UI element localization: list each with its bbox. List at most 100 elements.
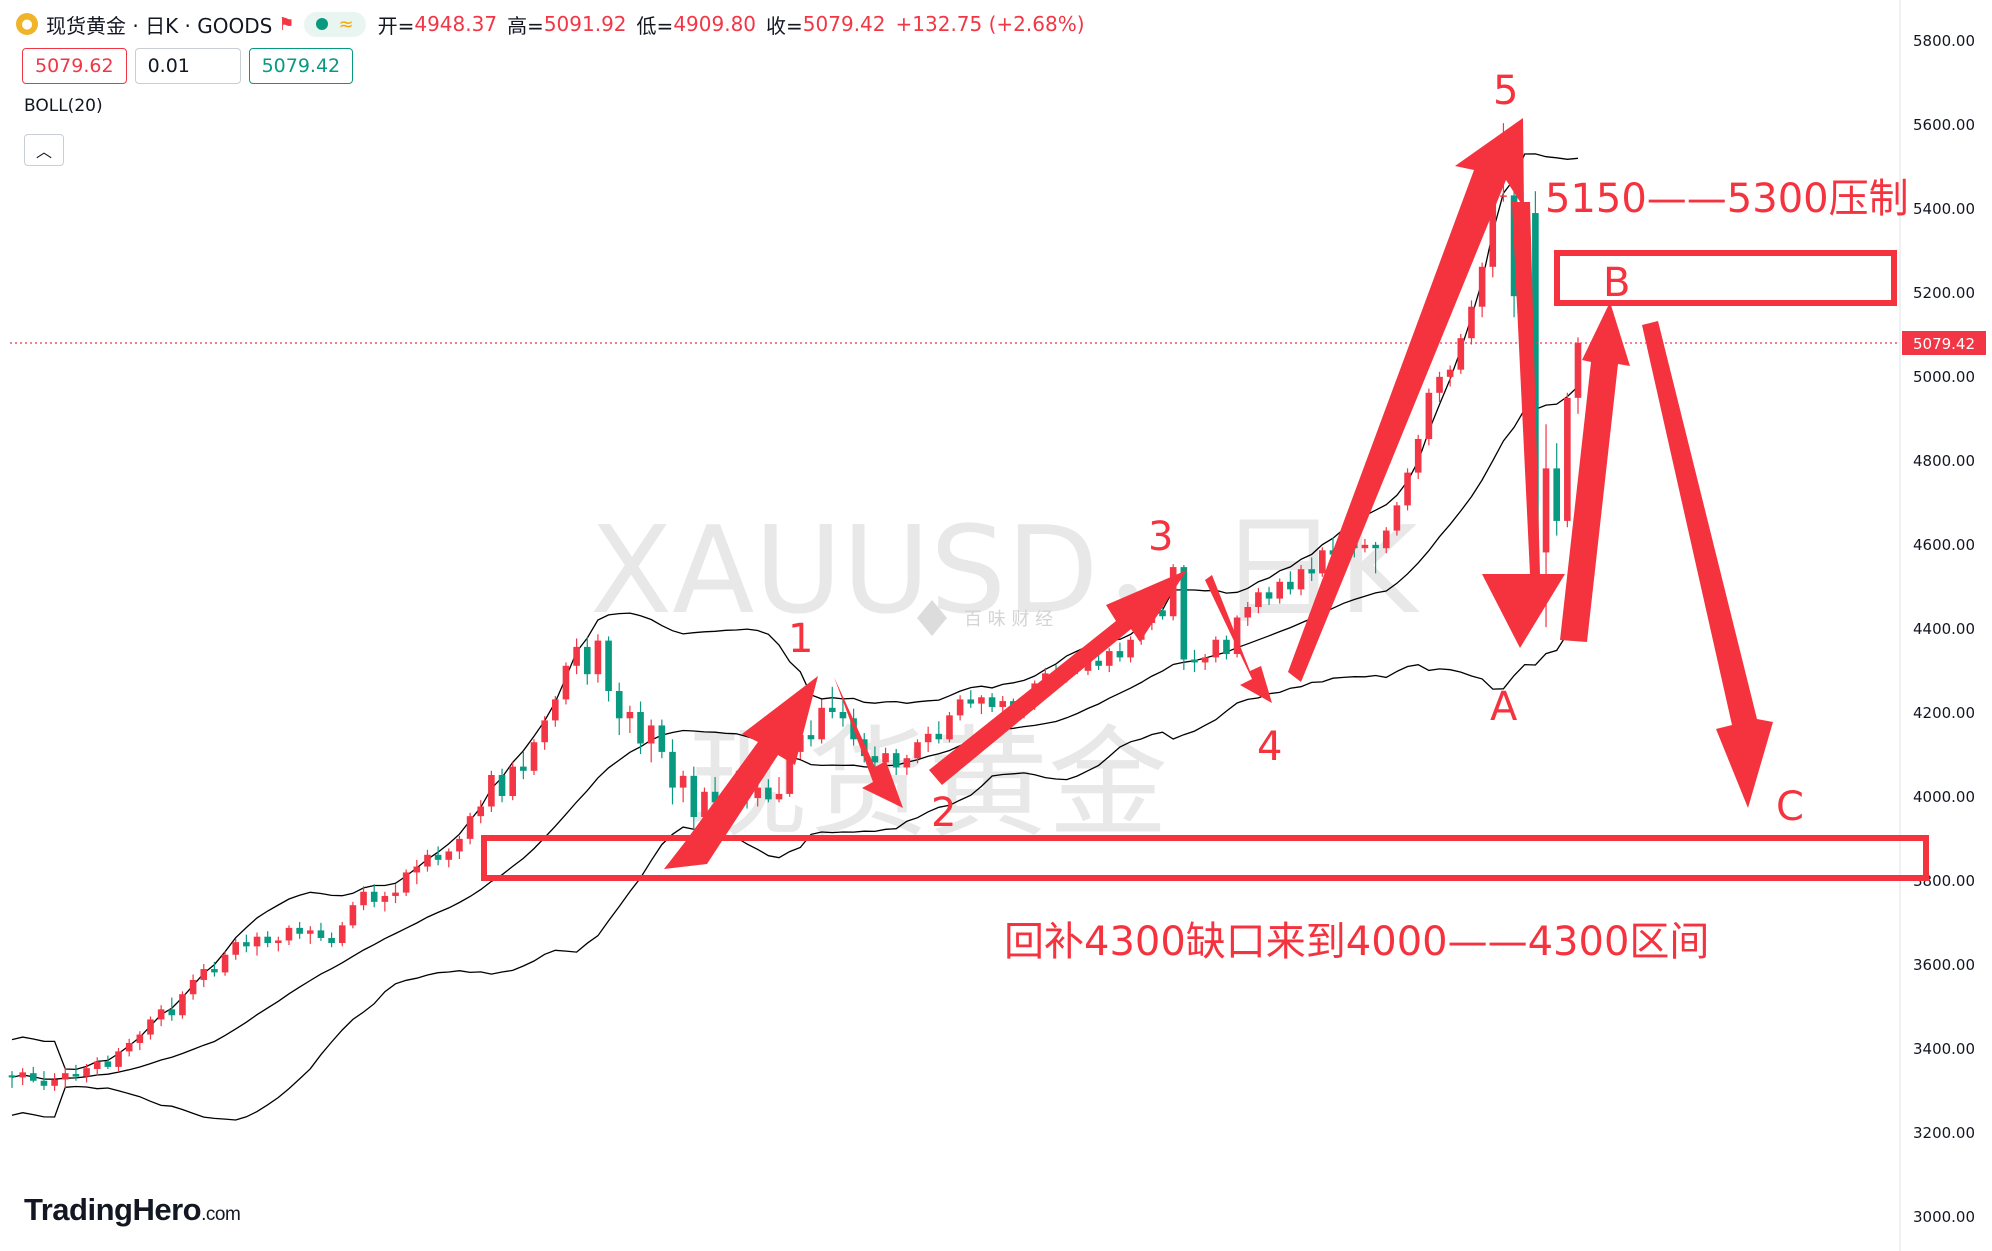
resistance-text: 5150——5300压制 [1545, 176, 1909, 222]
candle-body [1457, 338, 1465, 370]
candle-body [498, 775, 506, 796]
candle-body [1169, 567, 1177, 617]
price-tick-label: 5800.00 [1913, 32, 1975, 50]
candle-body [40, 1080, 48, 1086]
candle-body [988, 697, 996, 707]
wave-arrows [664, 118, 1773, 869]
high-label: 高= [507, 13, 544, 38]
candle-body [434, 854, 442, 860]
candle-body [1265, 592, 1273, 599]
candle-body [61, 1073, 69, 1080]
candle-body [104, 1061, 112, 1067]
candle-body [1404, 472, 1411, 506]
candle-body [211, 969, 218, 973]
price-axis[interactable]: 5800.00 5600.00 5400.00 5200.00 5000.00 4800.… [1913, 32, 1975, 1226]
candle-body [1414, 439, 1422, 473]
arrow-to-b [1560, 302, 1630, 642]
candle-body [1255, 592, 1262, 607]
candle-body [1308, 569, 1315, 574]
brand-name: TradingHero [24, 1192, 202, 1227]
candle-body [125, 1042, 133, 1052]
symbol-title[interactable]: 现货黄金 · 日K · GOODS [46, 13, 273, 38]
candle-body [807, 735, 815, 740]
sell-button[interactable]: 5079.62 [22, 48, 127, 84]
candle-body [296, 927, 303, 934]
watermark-logo: 百 味 财 经 [917, 600, 1053, 636]
candle-body [1201, 657, 1209, 663]
brand-suffix: .com [201, 1204, 241, 1225]
candle-body [999, 701, 1007, 707]
candle-body [1574, 342, 1582, 398]
candle-body [509, 766, 516, 796]
candle-body [8, 1075, 16, 1078]
candle-body [1361, 544, 1369, 549]
buy-button[interactable]: 5079.42 [248, 48, 354, 84]
candle-body [818, 707, 825, 740]
gold-coin-icon: ● [16, 13, 38, 35]
candle-body [445, 851, 453, 860]
candle-body [1319, 550, 1326, 574]
brand-logo: TradingHero.com [24, 1192, 241, 1228]
candle-body [1287, 581, 1294, 590]
candle-body [1489, 195, 1497, 267]
candle-body [338, 925, 346, 943]
candle-body [72, 1074, 80, 1077]
wave-label-1: 1 [788, 616, 813, 662]
candle-body [370, 891, 378, 902]
candle-body [541, 720, 548, 743]
symbol-header: ● 现货黄金 · 日K · GOODS ⚑ ≈ 开= 4948.37 高= 5091… [16, 8, 1095, 40]
candle-body [754, 787, 762, 799]
candle-body [914, 742, 921, 759]
market-status-pill[interactable]: ≈ [304, 11, 366, 37]
candle-body [147, 1019, 154, 1035]
candle-body [882, 753, 889, 763]
wave-label-4: 4 [1257, 724, 1282, 770]
candle-body [189, 979, 197, 995]
candle-body [871, 756, 879, 763]
price-tick-label: 3200.00 [1913, 1124, 1975, 1142]
candle-body [1244, 607, 1252, 618]
candle-body [573, 646, 580, 666]
candle-body [1297, 569, 1305, 590]
candle-body [562, 665, 570, 700]
arrow-to-a [1482, 202, 1565, 648]
candle-body [1382, 530, 1390, 549]
candle-body [477, 806, 485, 817]
candle-body [1542, 468, 1550, 553]
candle-body [637, 712, 644, 744]
candle-body [615, 691, 623, 719]
candle-body [903, 758, 911, 768]
candle-body [30, 1073, 37, 1081]
candle-body [200, 969, 208, 980]
candle-body [1095, 660, 1102, 666]
candle-body [775, 793, 783, 800]
price-tick-label: 3600.00 [1913, 956, 1975, 974]
candle-body [83, 1068, 90, 1077]
candle-body [552, 699, 559, 721]
price-tick-label: 5200.00 [1913, 284, 1975, 302]
candle-body [317, 930, 325, 938]
price-tick-label: 4800.00 [1913, 452, 1975, 470]
candle-body [946, 715, 953, 740]
open-label: 开= [377, 13, 415, 38]
candle-body [221, 954, 229, 973]
candle-body [168, 1009, 176, 1016]
candle-body [1191, 659, 1198, 663]
candle-body [594, 640, 602, 675]
arrow-to-5 [1288, 118, 1524, 682]
candle-body [828, 707, 836, 712]
candle-body [413, 866, 421, 873]
indicator-label[interactable]: BOLL(20) [24, 96, 103, 116]
arrow-to-3 [929, 570, 1187, 785]
candle-body [1159, 610, 1166, 617]
flag-icon[interactable]: ⚑ [278, 13, 295, 35]
arrow-to-1 [664, 676, 818, 869]
price-tick-label: 3400.00 [1913, 1040, 1975, 1058]
collapse-indicators-button[interactable]: ︿ [24, 134, 64, 166]
trade-panel: 5079.62 0.01 5079.42 [22, 48, 354, 84]
candle-body [1446, 369, 1454, 377]
candle-body [264, 936, 271, 943]
candle-body [243, 942, 250, 947]
quantity-input[interactable]: 0.01 [134, 48, 241, 84]
